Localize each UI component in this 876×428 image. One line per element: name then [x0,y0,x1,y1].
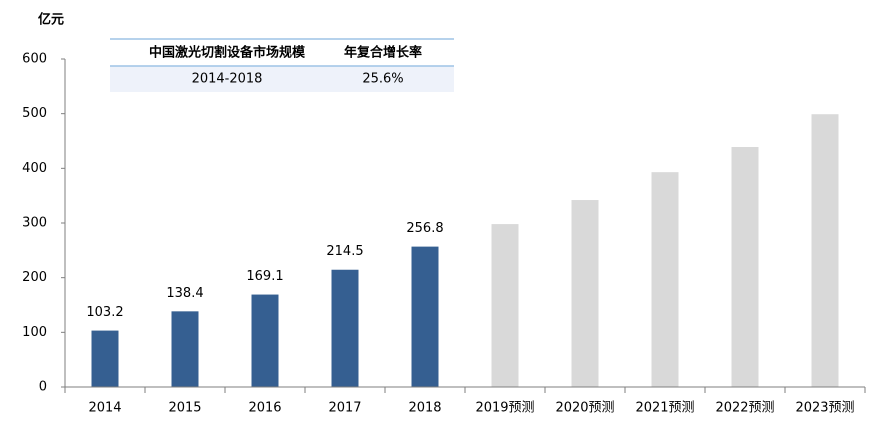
x-tick-label: 2017 [328,401,361,416]
y-tick-label: 600 [22,52,47,67]
y-tick-label: 0 [39,380,47,395]
bar [171,311,199,387]
x-tick-label: 2015 [168,401,201,416]
x-tick-label: 2021预测 [635,401,694,416]
x-tick-label: 2018 [408,401,441,416]
bar [251,294,279,387]
table-cell: 2014-2018 [192,72,263,87]
bar [91,330,119,387]
x-tick-label: 2014 [88,401,121,416]
x-tick-label: 2016 [248,401,281,416]
y-unit: 亿元 [38,12,64,28]
x-tick-label: 2023预测 [795,401,854,416]
bar [331,269,359,387]
bar [571,200,599,387]
data-label: 256.8 [406,221,443,236]
y-tick-label: 500 [22,106,47,121]
bar [651,172,679,387]
y-tick-label: 200 [22,270,47,285]
data-label: 214.5 [326,244,363,259]
y-tick-label: 300 [22,216,47,231]
table-cell: 25.6% [362,72,403,87]
y-tick-label: 100 [22,325,47,340]
x-tick-label: 2022预测 [715,401,774,416]
data-label: 103.2 [86,305,123,320]
bar [811,114,839,388]
bar [731,147,759,387]
table-header: 中国激光切割设备市场规模 [149,45,306,61]
data-label: 138.4 [166,286,203,301]
data-label: 169.1 [246,269,283,284]
table-row-bg [110,66,454,92]
x-tick-label: 2020预测 [555,401,614,416]
bar [411,246,439,387]
y-tick-label: 400 [22,161,47,176]
x-tick-label: 2019预测 [475,401,534,416]
bar [491,224,519,387]
table-header: 年复合增长率 [344,45,422,61]
